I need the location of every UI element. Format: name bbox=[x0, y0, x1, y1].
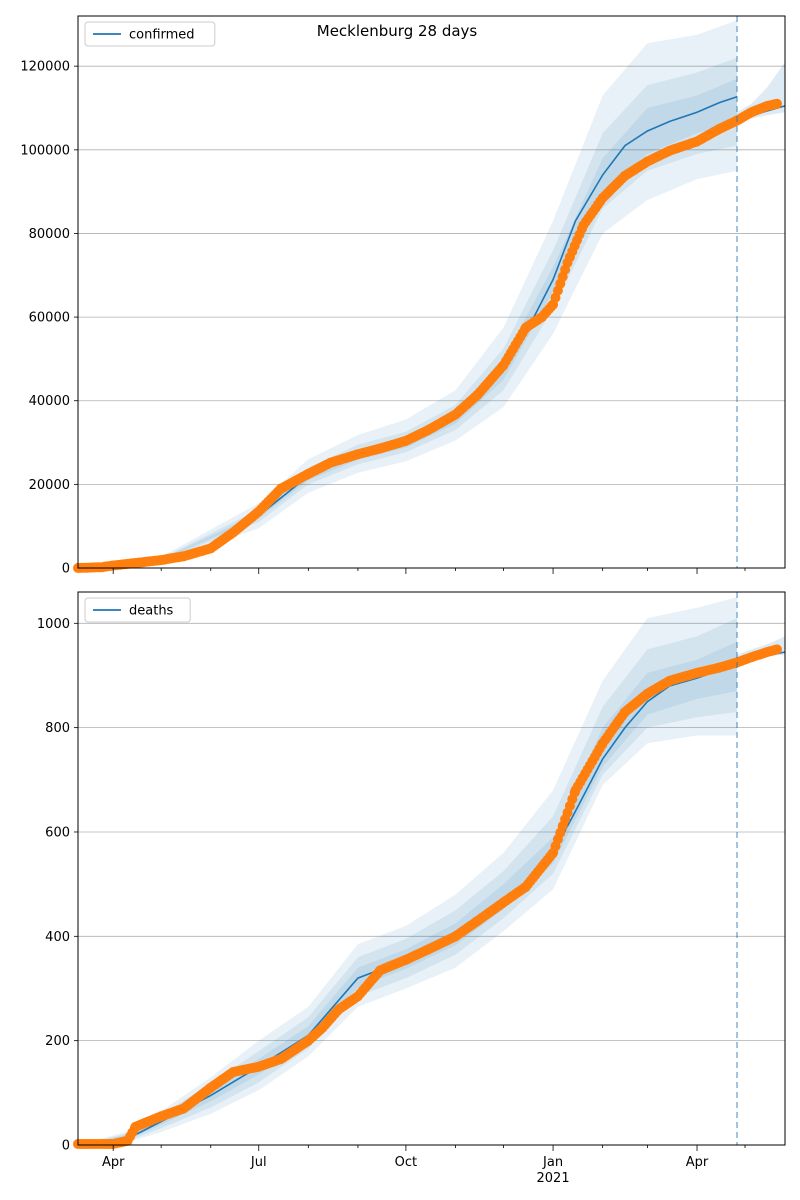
observed-points bbox=[73, 644, 782, 1149]
y-tick-label: 60000 bbox=[29, 311, 70, 326]
x-tick-label: Oct bbox=[395, 1155, 417, 1170]
y-tick-label: 0 bbox=[62, 1139, 70, 1154]
band-middle bbox=[78, 618, 737, 1145]
confirmed-panel: 0 20000 40000 60000 80000 100000 120000 confirm… bbox=[20, 15, 786, 577]
axes-frame bbox=[77, 591, 786, 1146]
legend-box bbox=[84, 21, 216, 47]
x-year-label: 2021 bbox=[537, 1171, 570, 1186]
data-point bbox=[772, 644, 782, 655]
band-outer bbox=[78, 597, 737, 1145]
y-tick-label: 600 bbox=[45, 825, 70, 840]
legend: confirmed bbox=[84, 21, 216, 47]
deaths-panel: 0 200 400 600 800 1000 Apr Jul Oct Jan Apr 2021 deat… bbox=[37, 591, 786, 1186]
y-tick-label: 800 bbox=[45, 721, 70, 736]
legend-label: confirmed bbox=[129, 28, 195, 43]
y-tick-label: 400 bbox=[45, 930, 70, 945]
y-tick-label: 100000 bbox=[20, 143, 70, 158]
chart-title: Mecklenburg 28 days bbox=[317, 22, 478, 40]
y-tick-label: 1000 bbox=[37, 617, 70, 632]
x-tick-label: Apr bbox=[102, 1155, 125, 1170]
axes-frame bbox=[77, 15, 786, 569]
data-point bbox=[772, 98, 782, 109]
x-tick-label: Apr bbox=[686, 1155, 709, 1170]
band-inner bbox=[78, 641, 737, 1145]
y-tick-label: 200 bbox=[45, 1034, 70, 1049]
y-tick-label: 20000 bbox=[29, 478, 70, 493]
x-tick-label: Jul bbox=[250, 1155, 267, 1170]
x-tick-label: Jan bbox=[542, 1155, 563, 1170]
band-outer bbox=[78, 20, 737, 568]
band-middle bbox=[78, 57, 737, 569]
y-tick-label: 0 bbox=[62, 562, 70, 577]
legend-label: deaths bbox=[129, 604, 174, 619]
legend: deaths bbox=[84, 597, 191, 623]
y-tick-label: 120000 bbox=[20, 60, 70, 75]
legend-box bbox=[84, 597, 191, 623]
y-tick-label: 80000 bbox=[29, 227, 70, 242]
band-inner bbox=[78, 78, 737, 568]
y-tick-label: 40000 bbox=[29, 394, 70, 409]
